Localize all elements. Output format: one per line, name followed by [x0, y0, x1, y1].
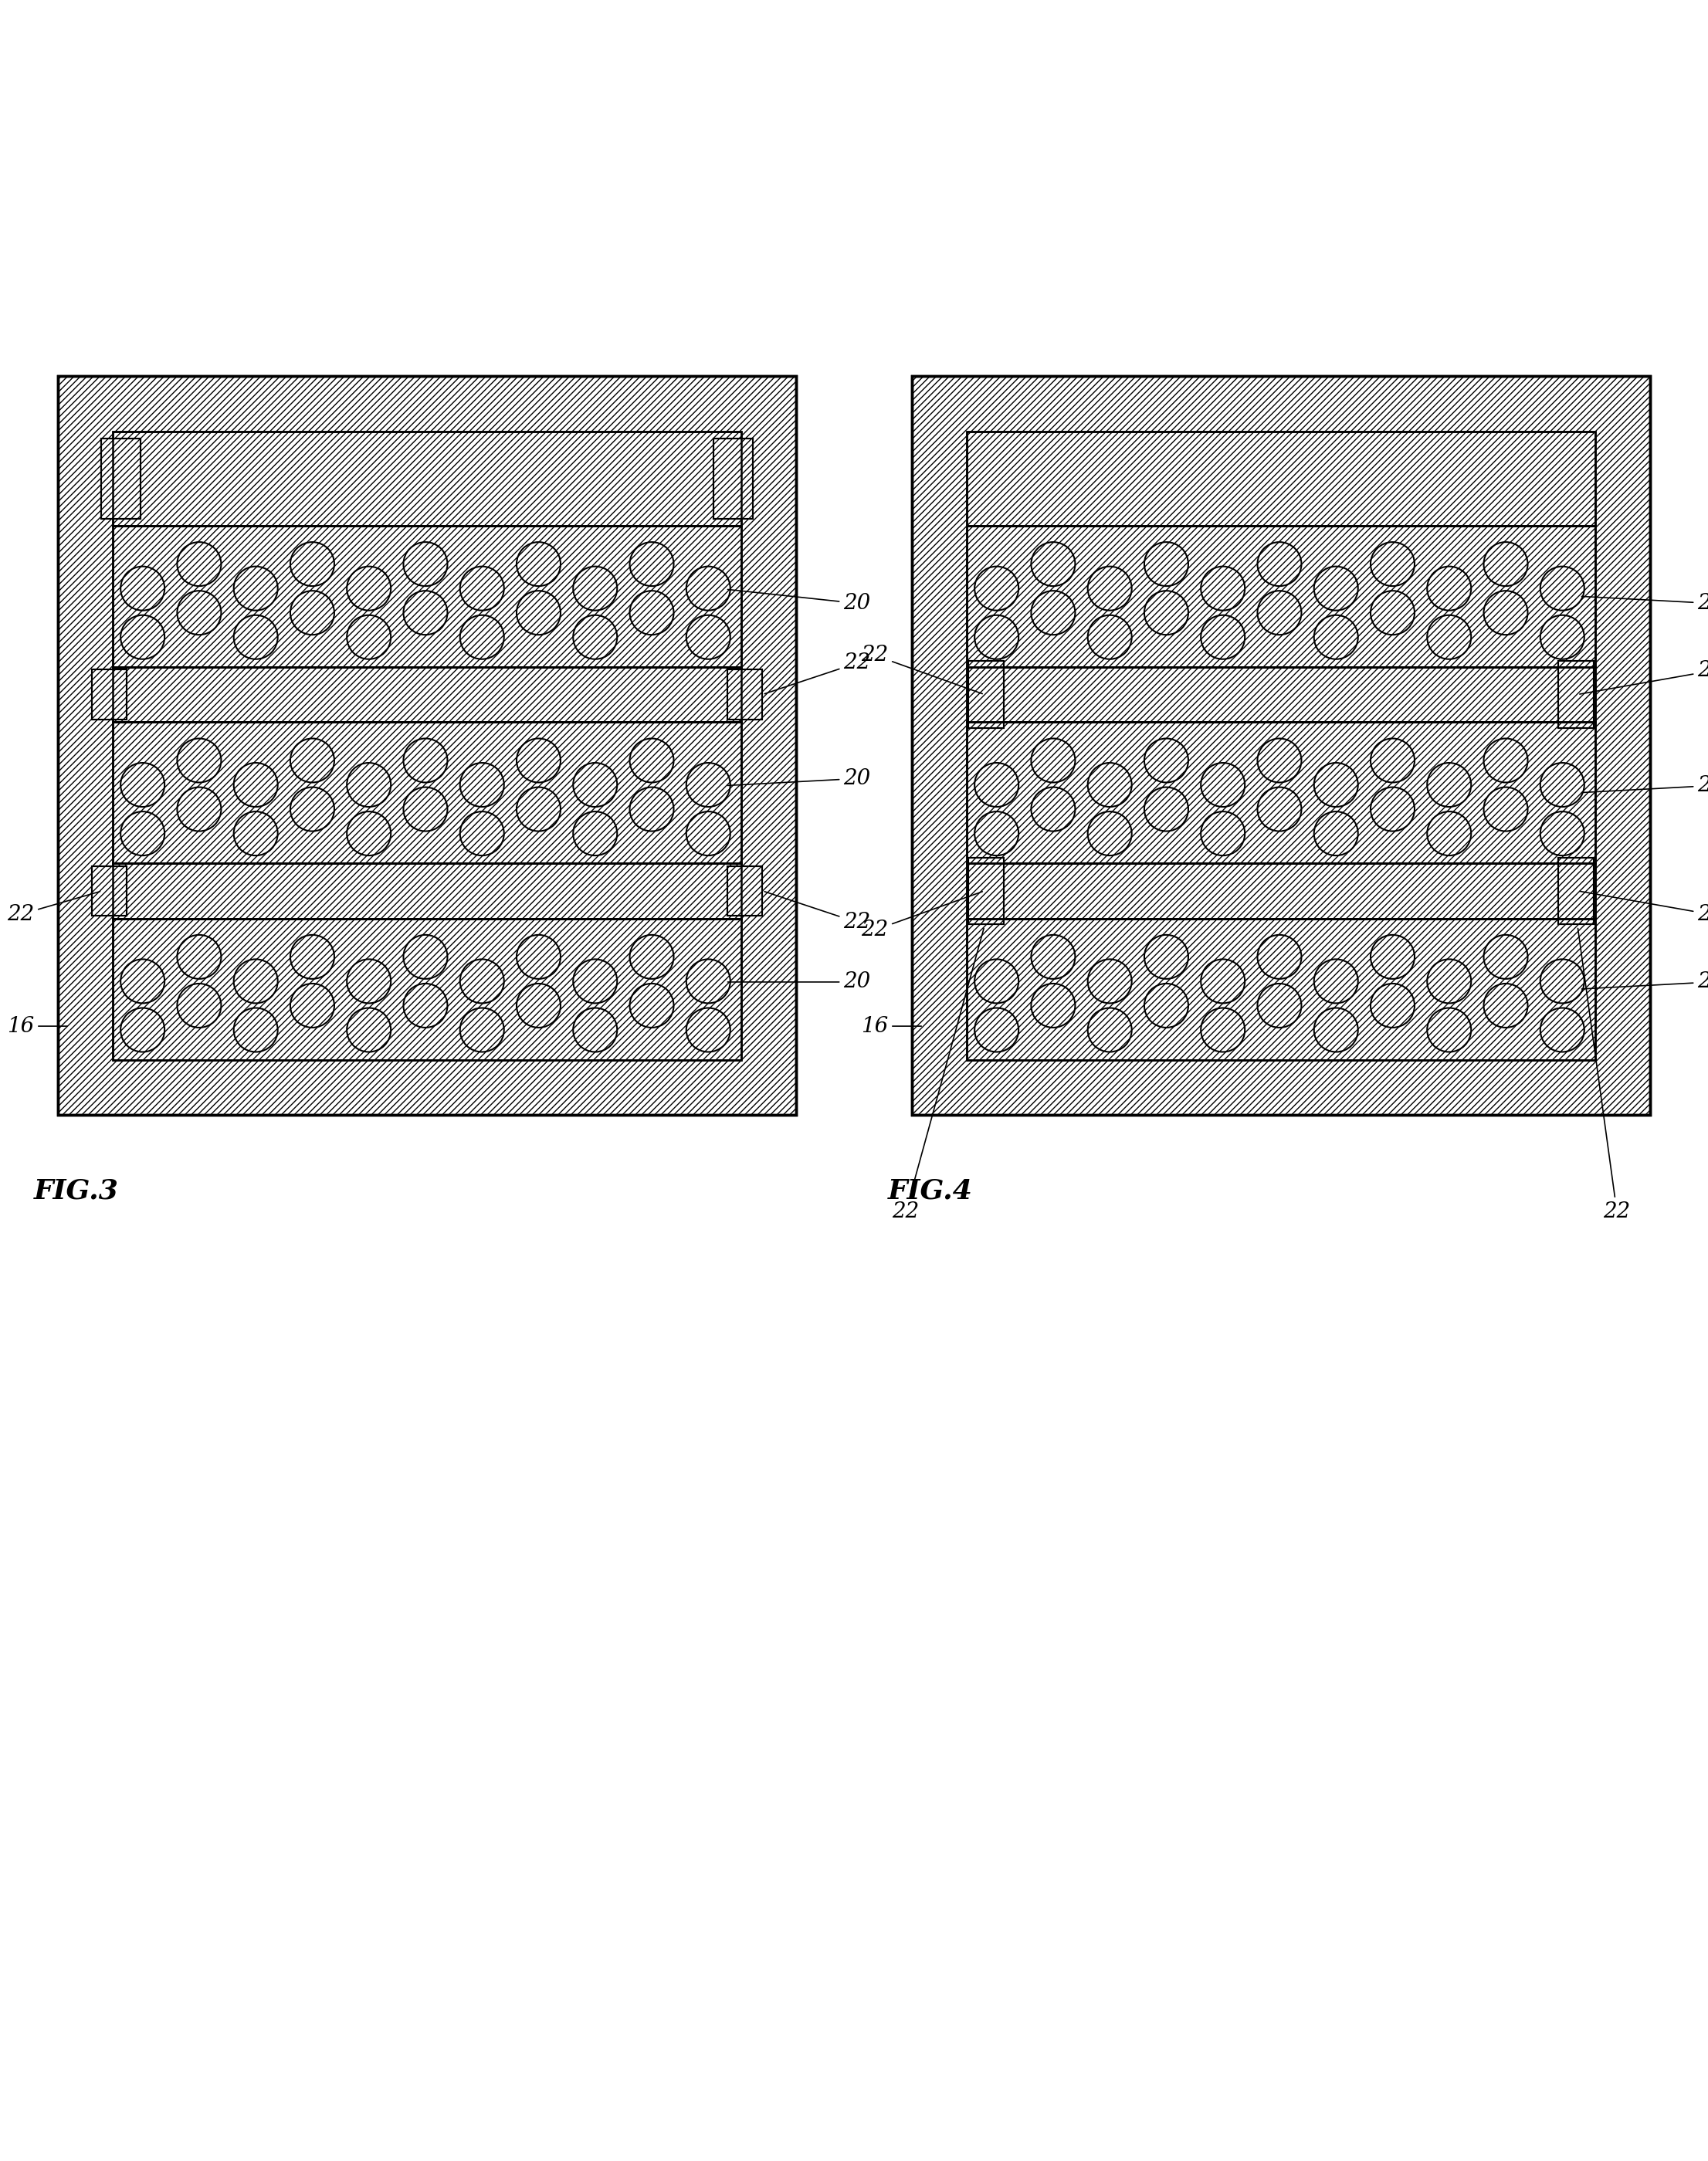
Text: 22: 22: [1580, 661, 1708, 694]
Text: 22: 22: [7, 892, 101, 925]
Bar: [113, 668, 741, 722]
Text: 22: 22: [1580, 890, 1708, 925]
Bar: [728, 867, 762, 916]
Text: 22: 22: [861, 892, 982, 940]
Bar: [92, 670, 126, 720]
Text: 20: 20: [728, 767, 871, 789]
Bar: [728, 670, 762, 720]
Text: 22: 22: [765, 892, 871, 934]
Text: FIG.3: FIG.3: [34, 1178, 120, 1204]
Bar: [113, 525, 741, 668]
Bar: [101, 439, 140, 519]
Text: 22: 22: [765, 653, 871, 694]
Bar: [1558, 661, 1594, 728]
Bar: [1558, 661, 1594, 728]
Bar: [968, 858, 1004, 925]
Bar: [113, 722, 741, 864]
Text: 22: 22: [1578, 929, 1631, 1221]
Bar: [92, 867, 126, 916]
Bar: [92, 867, 126, 916]
Bar: [113, 722, 741, 864]
Bar: [113, 432, 741, 525]
Bar: [101, 439, 140, 519]
Bar: [967, 918, 1595, 1059]
Bar: [968, 661, 1004, 728]
Text: 20: 20: [1582, 972, 1708, 992]
Text: 20: 20: [1582, 776, 1708, 795]
Text: 20: 20: [728, 590, 871, 614]
Bar: [714, 439, 753, 519]
Bar: [967, 864, 1595, 918]
Bar: [967, 432, 1595, 1059]
Bar: [728, 867, 762, 916]
Bar: [728, 670, 762, 720]
Text: 22: 22: [892, 929, 984, 1221]
Text: 16: 16: [7, 1016, 67, 1037]
Bar: [714, 439, 753, 519]
Bar: [967, 722, 1595, 864]
Bar: [967, 525, 1595, 668]
Bar: [113, 918, 741, 1059]
Bar: [113, 432, 741, 525]
Bar: [967, 918, 1595, 1059]
Bar: [967, 432, 1595, 525]
Bar: [968, 858, 1004, 925]
Bar: [967, 668, 1595, 722]
Bar: [967, 432, 1595, 525]
Text: FIG.4: FIG.4: [888, 1178, 974, 1204]
Bar: [113, 432, 741, 1059]
Bar: [967, 525, 1595, 668]
Bar: [968, 661, 1004, 728]
Bar: [113, 918, 741, 1059]
Bar: [113, 864, 741, 918]
Bar: [967, 864, 1595, 918]
Text: 22: 22: [861, 644, 982, 694]
Bar: [113, 668, 741, 722]
Bar: [1558, 858, 1594, 925]
Bar: [1558, 858, 1594, 925]
Text: 20: 20: [728, 972, 871, 992]
Bar: [967, 722, 1595, 864]
Bar: [113, 525, 741, 668]
Text: 16: 16: [861, 1016, 921, 1037]
Bar: [113, 864, 741, 918]
Bar: [92, 670, 126, 720]
Bar: [967, 668, 1595, 722]
Text: 20: 20: [1582, 592, 1708, 614]
